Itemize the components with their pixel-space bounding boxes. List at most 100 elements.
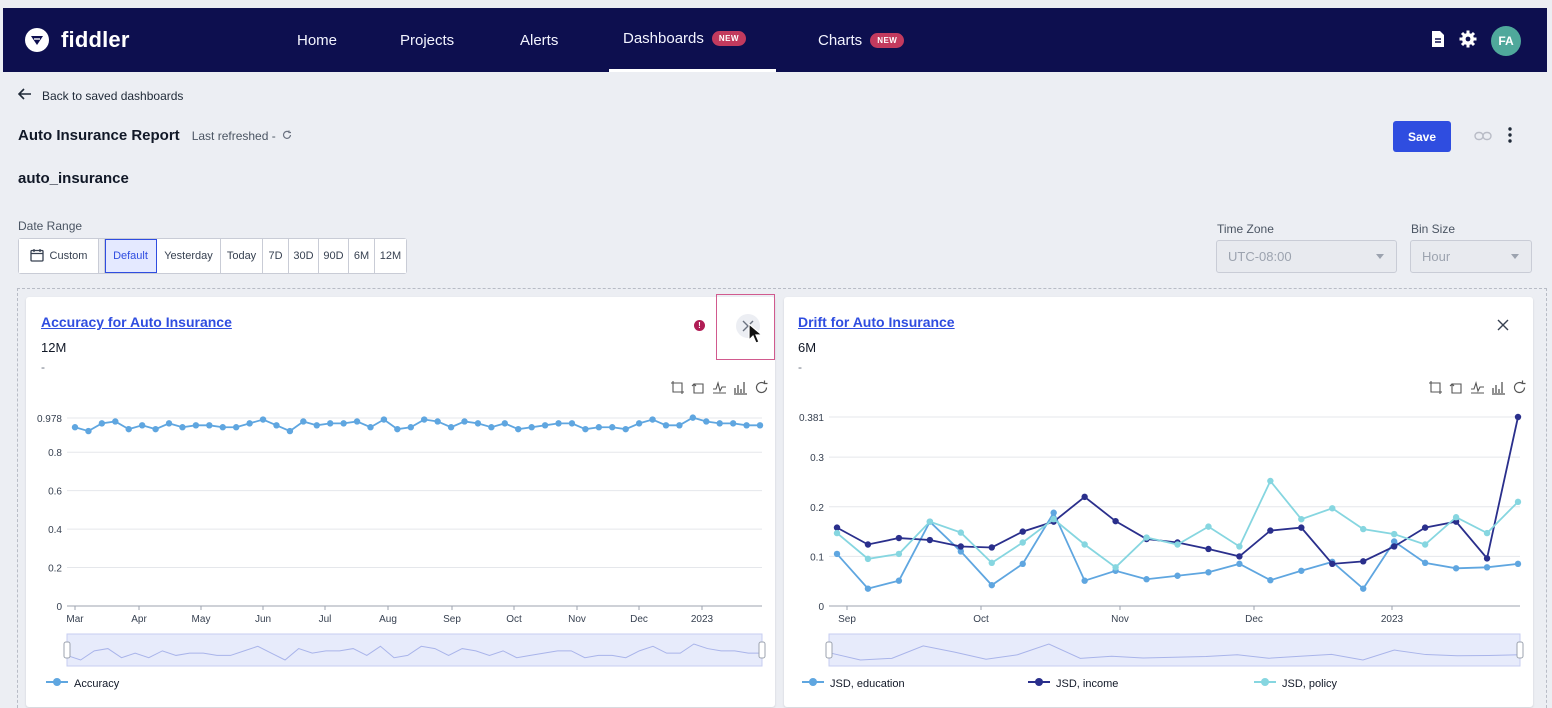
nav-projects-label: Projects [400,31,455,49]
range-7d[interactable]: 7D [263,239,289,273]
nav-dashboards-label: Dashboards [623,30,704,47]
time-zone-label: Time Zone [1217,222,1274,236]
refresh-icon[interactable] [282,129,292,143]
legend-label[interactable]: Accuracy [74,677,120,690]
data-point [729,420,737,427]
info-alert-icon[interactable]: ! [694,320,705,331]
data-point [1236,553,1243,560]
brand-name: fiddler [61,27,130,52]
data-point [756,422,764,429]
bar-chart-icon[interactable] [1491,380,1506,395]
data-point [461,418,468,425]
date-range-selector: Custom Default Yesterday Today 7D 30D 90… [18,238,407,274]
data-point [957,543,965,550]
range-today[interactable]: Today [221,239,263,273]
chart-subtitle: - [41,360,45,374]
custom-range-button[interactable]: Custom [19,239,99,273]
data-point [421,416,428,423]
line-chart-icon[interactable] [712,380,727,395]
more-options-icon[interactable] [1508,127,1512,148]
data-point [1298,515,1305,523]
data-point [555,420,562,427]
range-12m[interactable]: 12M [375,239,406,273]
save-button[interactable]: Save [1393,121,1451,152]
data-point [353,418,361,425]
nav-dashboards[interactable]: Dashboards NEW [609,8,776,72]
bin-size-select[interactable]: Hour [1410,240,1532,273]
data-point [541,422,549,429]
user-avatar[interactable]: FA [1491,26,1521,56]
zoom-icon[interactable] [670,380,685,395]
settings-gear-icon[interactable] [1459,30,1477,53]
nav-home[interactable]: Home [297,8,337,72]
nav-charts[interactable]: Charts NEW [818,8,905,72]
range-default[interactable]: Default [105,239,157,273]
link-icon[interactable] [1474,128,1492,146]
zoom-handle-right [1516,641,1524,659]
range-6m[interactable]: 6M [349,239,375,273]
zoom-slider-preview [66,643,762,661]
back-to-dashboards-link[interactable]: Back to saved dashboards [17,88,183,103]
legend-label[interactable]: JSD, education [830,677,905,690]
y-tick-label: 0.8 [48,448,62,459]
zoom-reset-icon[interactable] [1449,380,1464,395]
data-point [165,420,173,427]
y-tick-label: 0.1 [810,552,824,563]
data-point [1514,498,1522,506]
document-icon[interactable] [1431,30,1445,53]
brand-logo[interactable]: fiddler [25,26,130,54]
data-point [1514,560,1522,568]
data-point [1390,543,1398,550]
zoom-reset-icon[interactable] [691,380,706,395]
y-tick-label: 0.381 [799,413,824,424]
nav-charts-label: Charts [818,31,863,49]
legend-label[interactable]: JSD, income [1056,677,1119,690]
close-icon[interactable] [1497,318,1509,336]
data-point [1143,576,1150,583]
data-point [864,541,872,548]
range-30d[interactable]: 30D [289,239,319,273]
chart-title-link[interactable]: Accuracy for Auto Insurance [41,314,232,330]
data-point [1236,543,1243,550]
drift-chart: 0 0.1 0.2 0.3 0.381 Sep Oct Nov Dec 2023 [799,413,1524,667]
zoom-icon[interactable] [1428,380,1443,395]
restore-icon[interactable] [1512,380,1527,395]
data-point [1298,567,1305,574]
chart-title-link[interactable]: Drift for Auto Insurance [798,314,955,330]
data-point [259,416,267,423]
range-yesterday[interactable]: Yesterday [157,239,221,273]
data-point [1483,529,1491,537]
data-point [895,550,903,558]
legend-label[interactable]: JSD, policy [1282,677,1338,690]
data-point [1267,577,1274,584]
data-point [1298,524,1305,531]
data-point [232,424,240,431]
data-point [246,420,253,427]
data-point [1452,514,1460,521]
x-tick-label: Sep [443,614,461,625]
data-point [1329,560,1336,568]
data-point [988,544,995,551]
line-chart-icon[interactable] [1470,380,1485,395]
chart-toolbar [670,380,769,395]
range-90d[interactable]: 90D [319,239,349,273]
data-point [474,420,482,427]
data-point [895,577,903,584]
nav-projects[interactable]: Projects [400,8,454,72]
data-point [864,585,872,592]
data-point [1390,530,1398,538]
bar-chart-icon[interactable] [733,380,748,395]
arrow-left-icon [17,88,32,103]
nav-alerts[interactable]: Alerts [520,8,558,72]
legend-marker [802,677,824,690]
x-tick-label: Dec [1245,614,1263,625]
data-point [300,418,307,425]
data-point [1050,509,1057,516]
data-point [582,425,589,433]
restore-icon[interactable] [754,380,769,395]
data-point [1112,564,1119,571]
zoom-slider-preview [828,643,1521,661]
data-point [957,529,965,536]
last-refreshed-label: Last refreshed - [191,128,276,143]
time-zone-select[interactable]: UTC-08:00 [1216,240,1397,273]
